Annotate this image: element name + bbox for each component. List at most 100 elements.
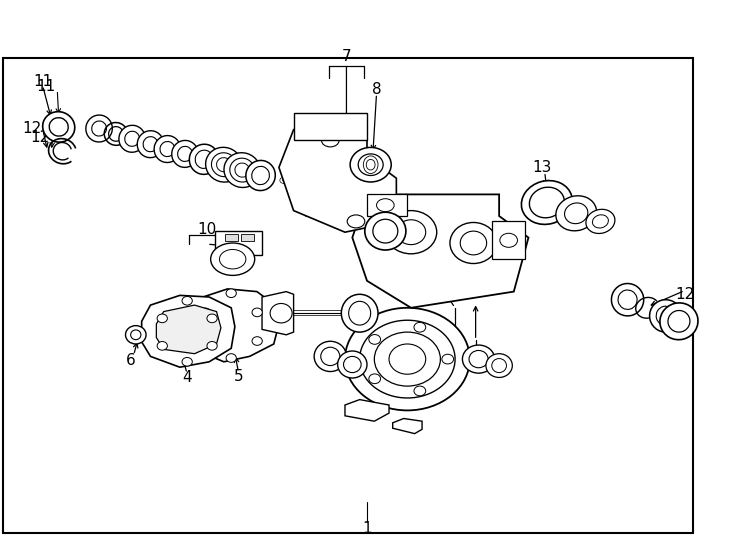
Polygon shape [352,194,528,308]
Ellipse shape [131,330,141,340]
Ellipse shape [349,301,371,325]
Ellipse shape [226,354,236,362]
Ellipse shape [668,310,690,332]
Ellipse shape [189,144,219,174]
Ellipse shape [211,243,255,275]
Ellipse shape [182,296,192,305]
Polygon shape [393,418,422,434]
Ellipse shape [157,341,167,350]
Ellipse shape [414,386,426,396]
Ellipse shape [92,121,106,136]
Polygon shape [156,305,221,354]
Ellipse shape [369,374,381,383]
Bar [294,113,367,140]
Ellipse shape [235,163,250,177]
Bar [225,234,238,241]
Ellipse shape [341,294,378,332]
Bar [215,231,263,255]
Polygon shape [189,289,279,362]
Ellipse shape [586,210,615,233]
Ellipse shape [500,233,517,247]
Text: 12: 12 [675,287,694,302]
Ellipse shape [224,153,261,187]
Ellipse shape [230,158,255,182]
Ellipse shape [564,203,588,224]
Ellipse shape [521,180,573,225]
Ellipse shape [529,187,564,218]
Ellipse shape [338,351,367,378]
Text: 6: 6 [126,353,136,368]
Text: 5: 5 [233,369,244,384]
Ellipse shape [172,140,198,167]
Ellipse shape [137,131,164,158]
Ellipse shape [207,314,217,323]
Ellipse shape [460,231,487,255]
Ellipse shape [217,158,231,172]
Ellipse shape [86,115,112,142]
Text: 9: 9 [377,195,387,210]
Ellipse shape [618,290,637,309]
Ellipse shape [350,147,391,182]
Bar [492,221,525,259]
Bar [367,194,407,216]
Ellipse shape [226,289,236,298]
Ellipse shape [43,112,75,142]
Ellipse shape [252,166,269,185]
Ellipse shape [200,308,211,316]
Ellipse shape [556,196,597,231]
Ellipse shape [650,300,682,332]
Ellipse shape [469,350,488,368]
Ellipse shape [396,220,426,245]
Text: 2: 2 [429,334,440,349]
Ellipse shape [252,308,262,316]
Text: 10: 10 [197,222,217,237]
Ellipse shape [195,150,213,168]
Ellipse shape [126,326,146,344]
Ellipse shape [157,314,167,323]
Ellipse shape [442,354,454,364]
Text: 12: 12 [31,130,50,145]
Ellipse shape [119,125,145,152]
Text: 7: 7 [341,49,352,64]
Text: 12: 12 [22,121,41,136]
Ellipse shape [369,335,381,345]
Ellipse shape [219,249,246,269]
Ellipse shape [656,306,675,326]
Ellipse shape [321,347,340,366]
Text: 3: 3 [470,359,481,374]
Ellipse shape [660,303,698,340]
Ellipse shape [592,215,608,228]
Ellipse shape [492,359,506,373]
Ellipse shape [160,141,175,157]
Text: 8: 8 [371,82,382,97]
Polygon shape [279,130,396,232]
Ellipse shape [389,344,426,374]
Polygon shape [142,295,235,367]
Ellipse shape [363,156,378,173]
Ellipse shape [143,137,158,152]
Ellipse shape [486,354,512,377]
Ellipse shape [358,154,383,176]
Ellipse shape [360,320,455,398]
Text: 13: 13 [532,160,551,175]
Ellipse shape [347,215,365,228]
Text: 1: 1 [362,521,372,536]
Ellipse shape [200,337,211,346]
Text: 11: 11 [33,73,52,89]
Ellipse shape [344,356,361,373]
Ellipse shape [49,118,68,136]
Text: 11: 11 [677,322,696,337]
Ellipse shape [252,337,262,346]
Ellipse shape [462,345,495,373]
Ellipse shape [207,341,217,350]
Ellipse shape [125,131,139,146]
Bar [241,234,254,241]
Polygon shape [262,292,294,335]
Ellipse shape [182,357,192,366]
Bar [3,58,693,533]
Ellipse shape [414,322,426,332]
Ellipse shape [374,332,440,386]
Ellipse shape [321,134,339,147]
Ellipse shape [246,160,275,191]
Ellipse shape [611,284,644,316]
